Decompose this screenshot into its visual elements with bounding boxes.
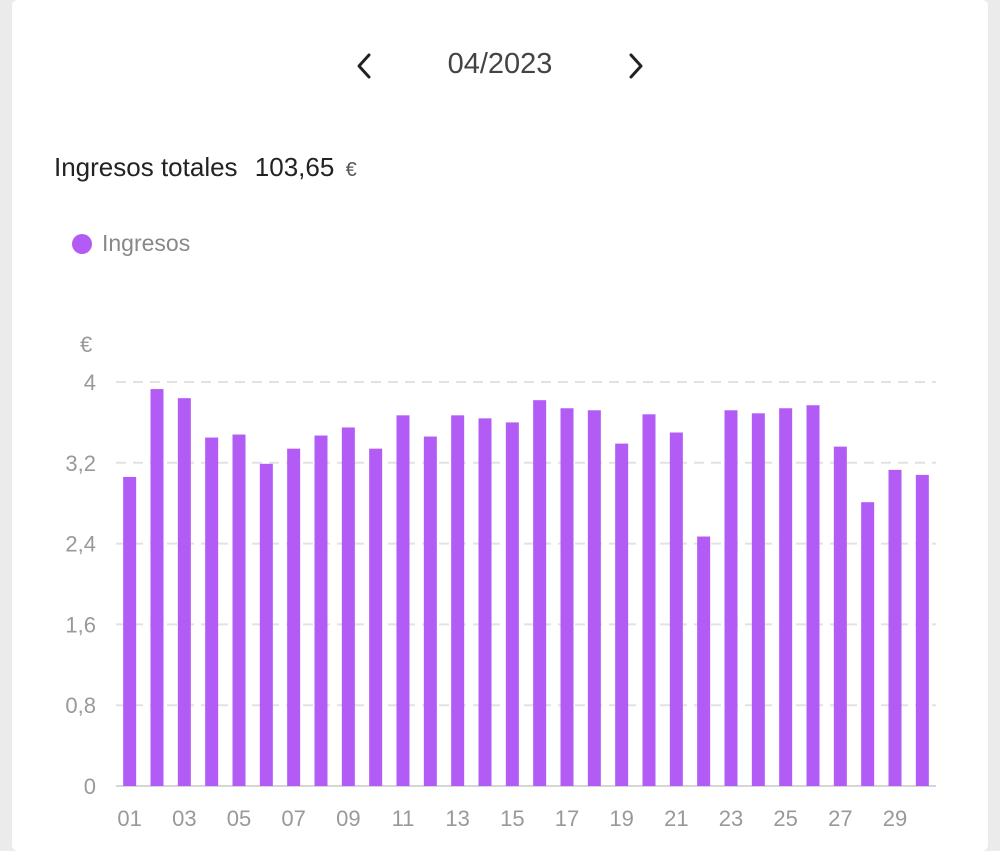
bar-day-19: [615, 443, 629, 786]
total-income-value: 103,65: [254, 152, 335, 182]
bar-day-14: [478, 418, 492, 786]
chevron-left-icon: [357, 53, 371, 79]
y-tick-label: 1,6: [65, 612, 96, 637]
x-tick-label: 25: [773, 806, 797, 831]
bar-day-24: [751, 413, 765, 786]
month-label: 04/2023: [447, 48, 553, 80]
x-tick-label: 17: [555, 806, 579, 831]
bar-day-30: [915, 474, 929, 786]
bar-day-18: [587, 410, 601, 786]
x-tick-label: 13: [445, 806, 469, 831]
chevron-right-icon: [629, 53, 643, 79]
bar-day-04: [205, 437, 219, 786]
bar-day-15: [505, 422, 519, 786]
bar-day-22: [697, 536, 711, 786]
bar-day-07: [287, 448, 301, 786]
total-income-currency: €: [345, 159, 357, 181]
x-tick-label: 19: [609, 806, 633, 831]
y-tick-label: 2,4: [65, 532, 96, 557]
bar-day-11: [396, 415, 410, 786]
legend-dot: [72, 233, 92, 254]
total-income: Ingresos totales 103,65 €: [54, 152, 357, 183]
bar-day-10: [369, 448, 383, 786]
bar-day-17: [560, 408, 574, 786]
total-income-label: Ingresos totales: [54, 152, 238, 182]
bar-day-08: [314, 435, 328, 786]
y-tick-label: 4: [84, 370, 96, 395]
bar-day-26: [806, 405, 820, 786]
chart-card: [12, 0, 988, 851]
x-tick-label: 05: [227, 806, 251, 831]
x-tick-label: 29: [883, 806, 907, 831]
bar-day-05: [232, 434, 246, 786]
bar-day-12: [423, 436, 437, 786]
bar-day-29: [888, 469, 902, 786]
y-tick-label: 0,8: [65, 693, 96, 718]
x-tick-label: 07: [281, 806, 305, 831]
bar-day-21: [669, 432, 683, 786]
bar-day-13: [451, 415, 465, 786]
x-tick-label: 15: [500, 806, 524, 831]
x-tick-label: 03: [172, 806, 196, 831]
y-tick-label: 0: [84, 774, 96, 799]
legend-label: Ingresos: [102, 230, 191, 256]
bar-day-02: [150, 389, 164, 786]
y-tick-label: 3,2: [65, 451, 96, 476]
bar-day-01: [123, 476, 137, 786]
x-tick-label: 23: [719, 806, 743, 831]
y-axis-unit: €: [80, 332, 92, 357]
chart-legend[interactable]: Ingresos: [72, 230, 190, 257]
bar-day-03: [177, 398, 191, 786]
x-tick-label: 09: [336, 806, 360, 831]
x-tick-label: 11: [392, 806, 415, 831]
bar-day-28: [861, 502, 875, 786]
bar-day-23: [724, 410, 738, 786]
previous-month-button[interactable]: [344, 46, 384, 86]
bar-day-20: [642, 414, 656, 786]
bar-day-25: [779, 408, 793, 786]
x-tick-label: 27: [828, 806, 852, 831]
x-tick-label: 21: [664, 806, 688, 831]
month-navigator: 04/2023: [0, 38, 1000, 98]
bar-day-06: [259, 463, 273, 786]
x-tick-label: 01: [117, 806, 141, 831]
next-month-button[interactable]: [616, 46, 656, 86]
bar-day-09: [341, 427, 355, 786]
bar-day-27: [833, 446, 847, 786]
bar-day-16: [533, 400, 547, 786]
